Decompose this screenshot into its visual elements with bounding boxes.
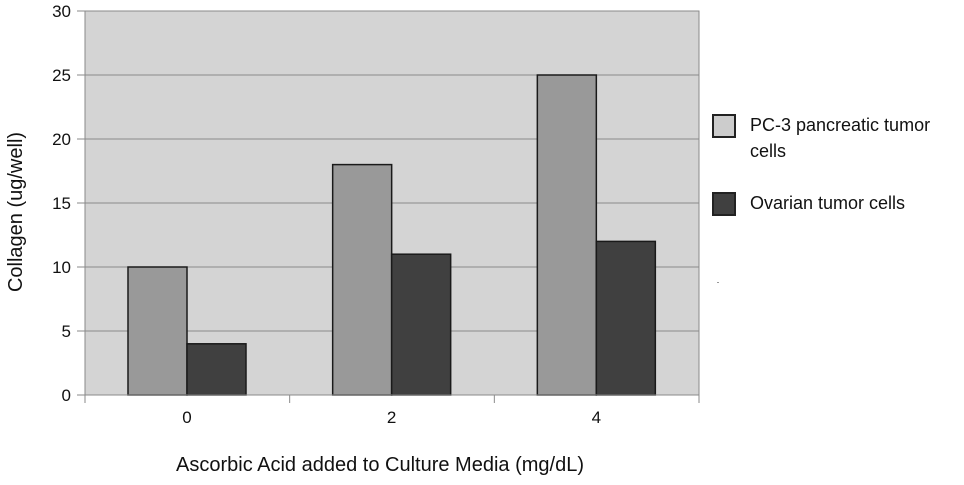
y-tick-label: 25: [52, 66, 71, 85]
legend-label-pc3: PC-3 pancreatic tumor cells: [750, 115, 931, 161]
bar-ovarian-0: [186, 343, 247, 396]
y-axis-label: Collagen (ug/well): [5, 132, 27, 292]
legend-label-ovarian: Ovarian tumor cells: [750, 193, 906, 213]
x-axis-label: Ascorbic Acid added to Culture Media (mg…: [176, 454, 584, 476]
y-tick-label: 15: [52, 194, 71, 213]
legend-swatch-pc3: [712, 114, 736, 138]
y-tick-label: 0: [62, 386, 71, 405]
bar-ovarian-4: [595, 240, 657, 396]
y-axis-ticks: 0 5 10 15 20 25 30: [52, 2, 85, 405]
y-tick-label: 5: [62, 322, 71, 341]
legend-swatch-ovarian: [712, 192, 736, 216]
stray-mark: [717, 282, 719, 283]
legend: PC-3 pancreatic tumor cells Ovarian tumo…: [712, 112, 962, 242]
legend-item-pc3: PC-3 pancreatic tumor cells: [712, 112, 962, 164]
y-tick-label: 30: [52, 2, 71, 21]
bar-pc3-0: [127, 266, 188, 396]
bar-ovarian-2: [390, 253, 452, 396]
x-axis-ticks: 0 2 4: [84, 394, 700, 427]
x-tick-label: 4: [592, 408, 601, 427]
legend-item-ovarian: Ovarian tumor cells: [712, 190, 962, 216]
x-tick-label: 0: [182, 408, 191, 427]
y-tick-label: 20: [52, 130, 71, 149]
bar-pc3-4: [536, 74, 598, 396]
bar-pc3-2: [331, 163, 393, 396]
y-tick-label: 10: [52, 258, 71, 277]
x-tick-label: 2: [387, 408, 396, 427]
